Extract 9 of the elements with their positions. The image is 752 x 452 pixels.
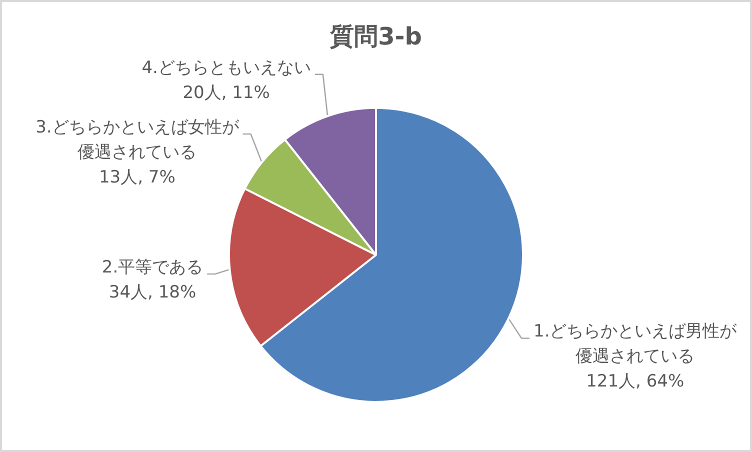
data-label: 121人, 64% bbox=[586, 372, 684, 392]
slice-label: 2.平等である bbox=[102, 257, 204, 278]
slice-label: 4.どちらともいえない bbox=[142, 58, 311, 78]
chart-title: 質問3-b bbox=[329, 22, 422, 51]
slice-label: 1.どちらかといえば男性が優遇されている bbox=[534, 322, 738, 367]
slice-label: 3.どちらかといえば女性が優遇されている bbox=[36, 117, 240, 162]
data-label: 20人, 11% bbox=[182, 82, 270, 103]
data-label: 13人, 7% bbox=[98, 167, 176, 188]
data-label: 34人, 18% bbox=[108, 282, 196, 302]
